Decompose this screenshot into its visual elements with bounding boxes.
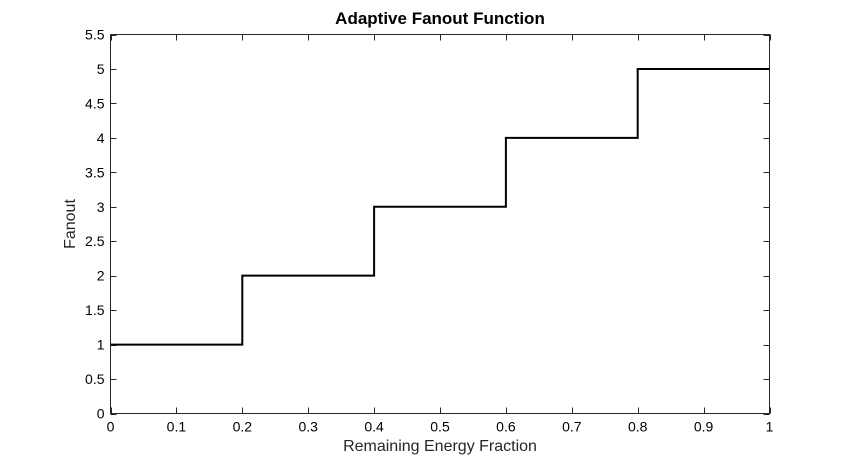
x-axis-label: Remaining Energy Fraction (343, 438, 537, 455)
x-tick-label: 0.2 (233, 419, 253, 435)
y-tick-label: 5.5 (85, 27, 105, 43)
y-tick-label: 0 (97, 406, 105, 422)
x-tick-label: 0.4 (364, 419, 384, 435)
series-layer (110, 67, 770, 346)
x-tick-label: 0.3 (298, 419, 318, 435)
x-tick-label: 1 (766, 419, 774, 435)
y-tick-label: 1.5 (85, 302, 105, 318)
y-tick-label: 4 (97, 130, 105, 146)
plot-area (110, 34, 770, 414)
x-tick-label: 0.8 (628, 419, 648, 435)
chart-title: Adaptive Fanout Function (335, 9, 545, 28)
tick-labels-layer: 0 0.1 0.2 0.3 0.4 0.5 0.6 0.7 0.8 0.9 1 0 0.5 1 1.5 2 2.… (85, 27, 774, 435)
x-tick-label: 0.7 (562, 419, 582, 435)
x-tick-label: 0 (107, 419, 115, 435)
y-tick-label: 0.5 (85, 371, 105, 387)
y-tick-label: 1 (97, 337, 105, 353)
x-tick-label: 0.6 (496, 419, 516, 435)
y-tick-label: 4.5 (85, 95, 105, 111)
x-tick-label: 0.9 (694, 419, 714, 435)
series-line (110, 67, 770, 346)
ticks-layer (110, 34, 771, 415)
y-tick-label: 3 (97, 199, 105, 215)
x-tick-label: 0.1 (167, 419, 187, 435)
plot-box (110, 34, 770, 414)
y-tick-label: 2.5 (85, 233, 105, 249)
y-axis-label: Fanout (62, 199, 79, 249)
y-tick-label: 5 (97, 61, 105, 77)
y-tick-label: 3.5 (85, 164, 105, 180)
x-tick-label: 0.5 (430, 419, 450, 435)
y-tick-label: 2 (97, 268, 105, 284)
